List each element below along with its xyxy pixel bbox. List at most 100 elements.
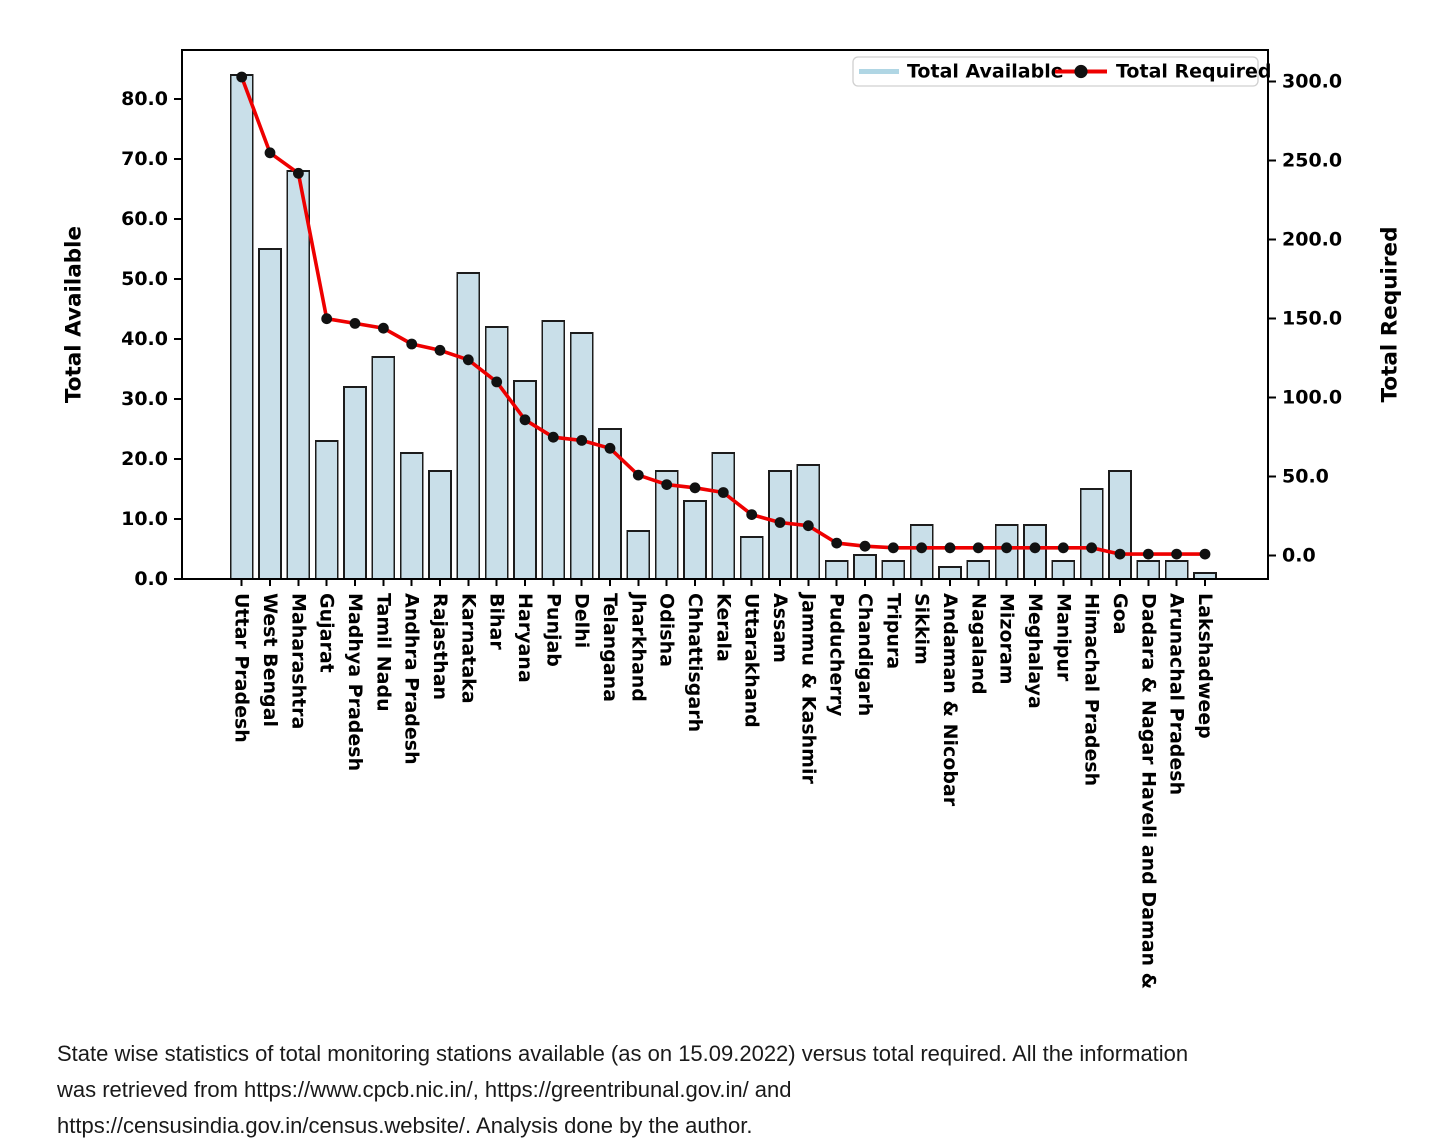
x-tick-label: Odisha [656, 593, 678, 667]
required-marker [547, 431, 559, 443]
x-tick-label: Haryana [514, 593, 536, 683]
x-tick-label: Karnataka [457, 593, 479, 704]
required-marker [661, 479, 673, 490]
bar [343, 386, 367, 580]
x-tick-label: Tripura [882, 593, 904, 669]
x-tick-label: Mizoram [996, 593, 1018, 685]
required-marker [434, 344, 446, 356]
x-tick-label: Assam [769, 593, 791, 663]
right-tick-label: 0.0 [1282, 545, 1316, 567]
bar [881, 560, 906, 580]
bar [314, 440, 339, 580]
x-tick-label: Chhattisgarh [684, 593, 706, 732]
required-marker [349, 318, 361, 329]
caption-line: State wise statistics of total monitorin… [57, 1041, 1189, 1066]
right-tick-label: 250.0 [1282, 150, 1342, 172]
required-marker [689, 482, 701, 494]
required-marker [519, 414, 531, 426]
x-tick-label: Meghalaya [1024, 593, 1046, 709]
bar [569, 332, 594, 580]
required-marker [321, 313, 333, 325]
x-tick-label: Sikkim [911, 593, 933, 665]
right-axis-title: Total Required [1378, 227, 1403, 403]
bar [258, 248, 282, 580]
left-tick-label: 50.0 [121, 268, 168, 290]
required-marker [887, 542, 899, 554]
x-tick-label: Andaman & Nicobar [939, 593, 961, 807]
chart-canvas: 0.0 10.0 20.0 30.0 40.0 50.0 60.0 70.0 80.0 0.0 50… [62, 49, 1403, 989]
left-tick-label: 20.0 [121, 448, 168, 470]
bar [428, 470, 452, 580]
bar [938, 566, 962, 580]
required-marker [1057, 542, 1069, 554]
legend-available-label: Total Available [907, 61, 1064, 83]
left-tick-label: 0.0 [134, 568, 168, 590]
right-tick-label: 300.0 [1282, 71, 1342, 93]
bar [541, 320, 566, 580]
bar [1108, 470, 1132, 580]
required-marker [236, 71, 248, 83]
caption-line: was retrieved from https://www.cpcb.nic.… [57, 1077, 792, 1102]
left-tick-label: 60.0 [121, 208, 168, 230]
required-marker [462, 354, 474, 366]
bar [286, 170, 311, 580]
x-tick-label: Delhi [571, 593, 593, 648]
required-marker [916, 542, 927, 554]
required-marker [831, 537, 843, 549]
required-marker [264, 147, 276, 159]
left-tick-label: 40.0 [121, 328, 168, 350]
bar [1164, 560, 1189, 580]
required-marker [746, 509, 758, 520]
required-marker [1142, 548, 1154, 560]
bar [1136, 560, 1161, 580]
figure-caption: State wise statistics of total monitorin… [57, 1036, 1447, 1144]
bar [683, 500, 707, 580]
required-marker [1086, 542, 1097, 554]
required-marker [717, 487, 729, 498]
caption-line: https://censusindia.gov.in/census.websit… [57, 1113, 753, 1138]
legend: Total Available Total Required [852, 56, 1272, 87]
x-tick-label: Kerala [712, 593, 734, 662]
x-tick-label: Maharashtra [287, 593, 309, 729]
required-marker [293, 167, 304, 179]
required-marker [1171, 548, 1182, 560]
required-marker [1199, 548, 1211, 560]
x-tick-label: Uttar Pradesh [231, 593, 253, 743]
left-tick-label: 30.0 [121, 388, 168, 410]
left-axis-title: Total Available [62, 226, 87, 403]
left-tick-label: 70.0 [121, 148, 168, 170]
x-tick-label: Arunachal Pradesh [1166, 593, 1188, 795]
x-tick-label: Jharkhand [627, 591, 649, 702]
x-tick-label: Gujarat [316, 593, 338, 673]
required-marker [491, 376, 503, 388]
right-tick-label: 150.0 [1282, 308, 1342, 330]
required-marker [604, 442, 616, 454]
x-tick-label: Nagaland [967, 593, 989, 695]
legend-required-marker [1074, 64, 1088, 79]
right-tick-label: 50.0 [1282, 466, 1329, 488]
left-axis: 0.0 10.0 20.0 30.0 40.0 50.0 60.0 70.0 80.0 [121, 88, 182, 590]
required-marker [859, 540, 871, 552]
x-tick-label: West Bengal [259, 593, 281, 727]
required-marker [1114, 548, 1126, 560]
required-marker [406, 338, 418, 350]
bar [399, 452, 424, 580]
x-tick-label: Uttarakhand [741, 593, 763, 728]
bar [1079, 488, 1104, 580]
bar [739, 536, 764, 580]
x-tick-label: Manipur [1052, 593, 1074, 682]
bar [966, 560, 991, 580]
x-tick-label: Dadara & Nagar Haveli and Daman & [1137, 593, 1159, 989]
required-marker [1029, 542, 1041, 554]
bar [711, 452, 736, 580]
x-tick-label: Andhra Pradesh [401, 593, 423, 765]
x-tick-label: Tamil Nadu [372, 593, 394, 712]
x-tick-label: Chandigarh [854, 593, 876, 716]
bar [456, 272, 481, 580]
x-tick-label: Goa [1109, 593, 1131, 634]
left-tick-label: 10.0 [121, 508, 168, 530]
required-marker [378, 322, 389, 334]
required-marker [576, 435, 588, 446]
bar [853, 554, 877, 580]
x-tick-label: Lakshadweep [1194, 593, 1216, 739]
